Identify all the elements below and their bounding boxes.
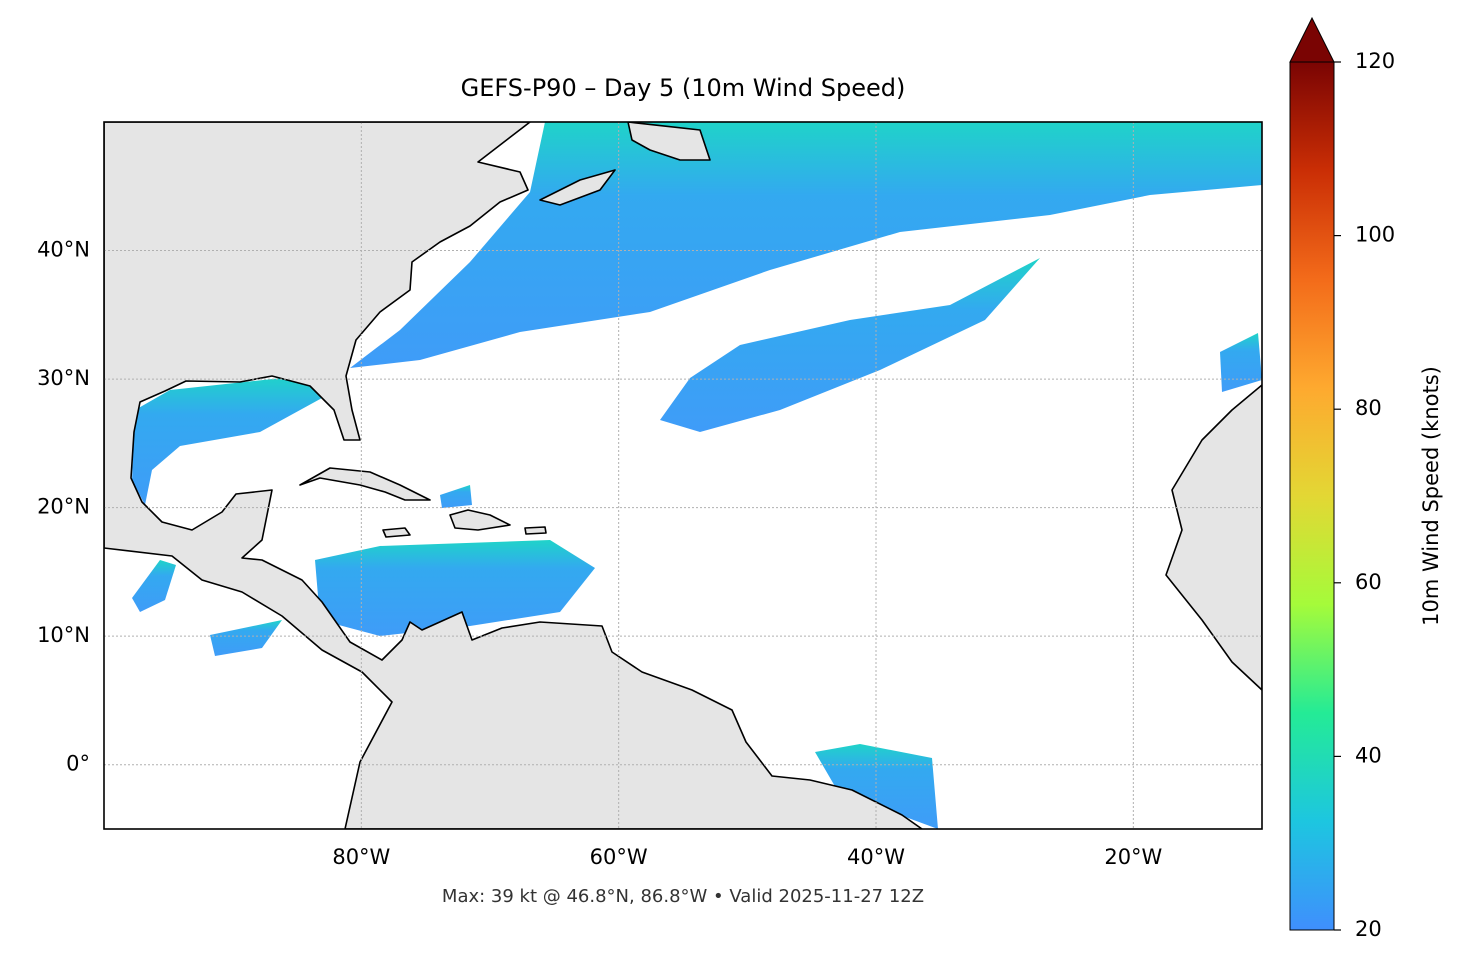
colorbar-extend [1289,16,1335,63]
colorbar-tick-label: 80 [1355,396,1382,420]
puerto-rico [524,526,547,535]
y-tick-label: 40°N [37,238,90,262]
wind-area [440,485,472,508]
subtitle: Max: 39 kt @ 46.8°N, 86.8°W • Valid 2025… [442,886,924,907]
colorbar-tick-label: 100 [1355,223,1395,247]
colorbar-label: 10m Wind Speed (knots) [1419,366,1443,626]
wind-area [132,376,322,505]
nova-scotia [539,169,616,206]
wind-area [132,560,176,612]
colorbar-tick-label: 120 [1355,49,1395,73]
africa [1165,384,1262,691]
wind-area [1220,333,1262,392]
wind-area [315,540,595,636]
land [104,122,1262,829]
map-layer [104,122,1262,829]
x-tick-label: 40°W [847,845,905,869]
jamaica [382,527,411,538]
colorbar-tick-label: 60 [1355,570,1382,594]
north-america [104,122,923,829]
colorbar-tick-label: 20 [1355,917,1382,941]
newfoundland [627,122,711,161]
chart-title: GEFS-P90 – Day 5 (10m Wind Speed) [461,74,906,102]
x-tick-label: 20°W [1104,845,1162,869]
y-tick-label: 30°N [37,366,90,390]
wind-area [210,620,282,656]
cuba [299,467,431,501]
x-tick-label: 60°W [590,845,648,869]
x-tick-label: 80°W [332,845,390,869]
colorbar-tick-label: 40 [1355,743,1382,767]
y-tick-label: 0° [66,752,90,776]
y-tick-label: 20°N [37,495,90,519]
hispaniola [449,509,511,531]
wind-area [660,258,1040,432]
map-frame [103,121,1263,830]
y-tick-label: 10°N [37,623,90,647]
colorbar [1289,61,1335,931]
